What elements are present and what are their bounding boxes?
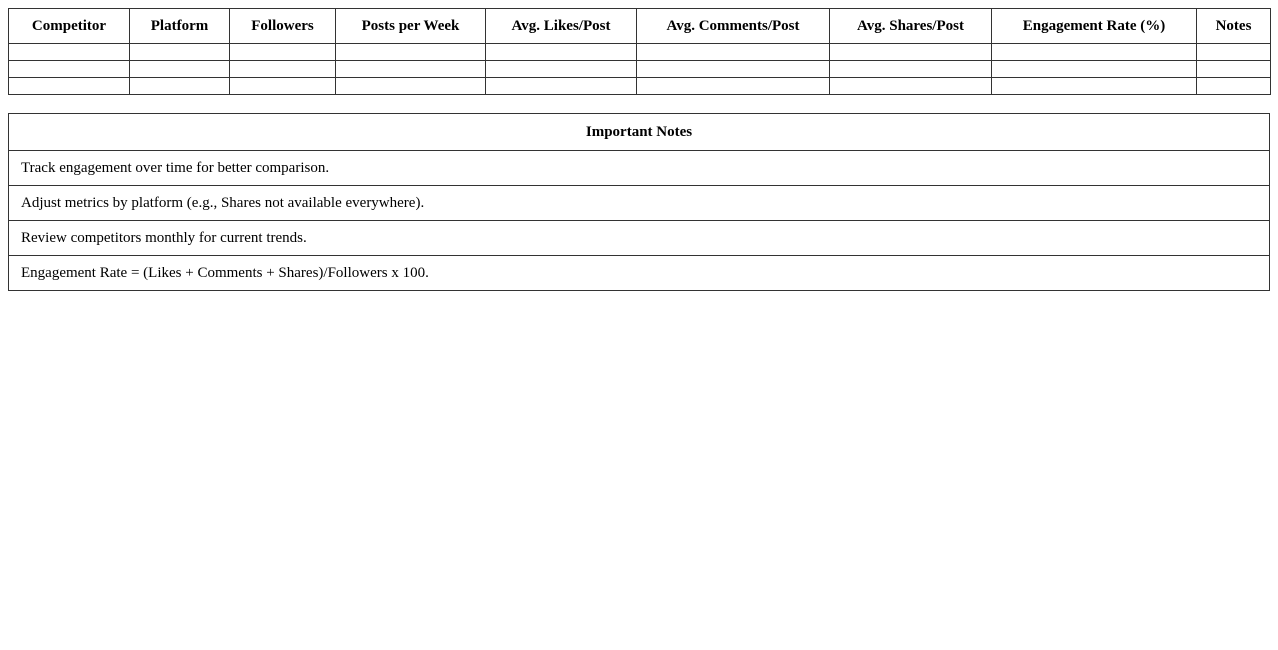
column-header: Competitor [8, 8, 130, 44]
column-header: Notes [1196, 8, 1271, 44]
note-text: Adjust metrics by platform (e.g., Shares… [8, 185, 1270, 221]
table-cell[interactable] [129, 60, 230, 78]
column-header: Avg. Comments/Post [636, 8, 830, 44]
table-cell[interactable] [335, 43, 486, 61]
table-cell[interactable] [829, 60, 992, 78]
note-text: Track engagement over time for better co… [8, 150, 1270, 186]
table-cell[interactable] [636, 60, 830, 78]
table-cell[interactable] [485, 60, 637, 78]
table-cell[interactable] [229, 77, 336, 95]
note-text: Review competitors monthly for current t… [8, 220, 1270, 256]
column-header: Avg. Shares/Post [829, 8, 992, 44]
table-cell[interactable] [1196, 77, 1271, 95]
column-header: Avg. Likes/Post [485, 8, 637, 44]
table-cell[interactable] [335, 77, 486, 95]
table-cell[interactable] [1196, 43, 1271, 61]
column-header: Posts per Week [335, 8, 486, 44]
table-cell[interactable] [229, 43, 336, 61]
table-cell[interactable] [991, 77, 1197, 95]
table-cell[interactable] [991, 43, 1197, 61]
table-cell[interactable] [129, 43, 230, 61]
column-header: Platform [129, 8, 230, 44]
notes-header-row: Important Notes [8, 113, 1270, 151]
note-text: Engagement Rate = (Likes + Comments + Sh… [8, 255, 1270, 291]
table-cell[interactable] [829, 77, 992, 95]
column-header: Engagement Rate (%) [991, 8, 1197, 44]
table-cell[interactable] [636, 77, 830, 95]
table-cell[interactable] [129, 77, 230, 95]
important-notes-table: Important Notes Track engagement over ti… [8, 113, 1270, 291]
column-header: Followers [229, 8, 336, 44]
table-row [8, 60, 1271, 78]
table-cell[interactable] [485, 43, 637, 61]
note-row: Track engagement over time for better co… [8, 150, 1270, 186]
table-cell[interactable] [335, 60, 486, 78]
table-cell[interactable] [8, 77, 130, 95]
table-cell[interactable] [8, 43, 130, 61]
table-cell[interactable] [229, 60, 336, 78]
note-row: Adjust metrics by platform (e.g., Shares… [8, 185, 1270, 221]
table-cell[interactable] [991, 60, 1197, 78]
competitor-tracker-table: Competitor Platform Followers Posts per Wee… [8, 8, 1271, 95]
table-cell[interactable] [485, 77, 637, 95]
table-cell[interactable] [8, 60, 130, 78]
table-row [8, 43, 1271, 61]
table-row [8, 77, 1271, 95]
header-row: Competitor Platform Followers Posts per Wee… [8, 8, 1271, 44]
note-row: Engagement Rate = (Likes + Comments + Sh… [8, 255, 1270, 291]
table-cell[interactable] [829, 43, 992, 61]
table-cell[interactable] [1196, 60, 1271, 78]
notes-title: Important Notes [8, 113, 1270, 151]
table-cell[interactable] [636, 43, 830, 61]
note-row: Review competitors monthly for current t… [8, 220, 1270, 256]
